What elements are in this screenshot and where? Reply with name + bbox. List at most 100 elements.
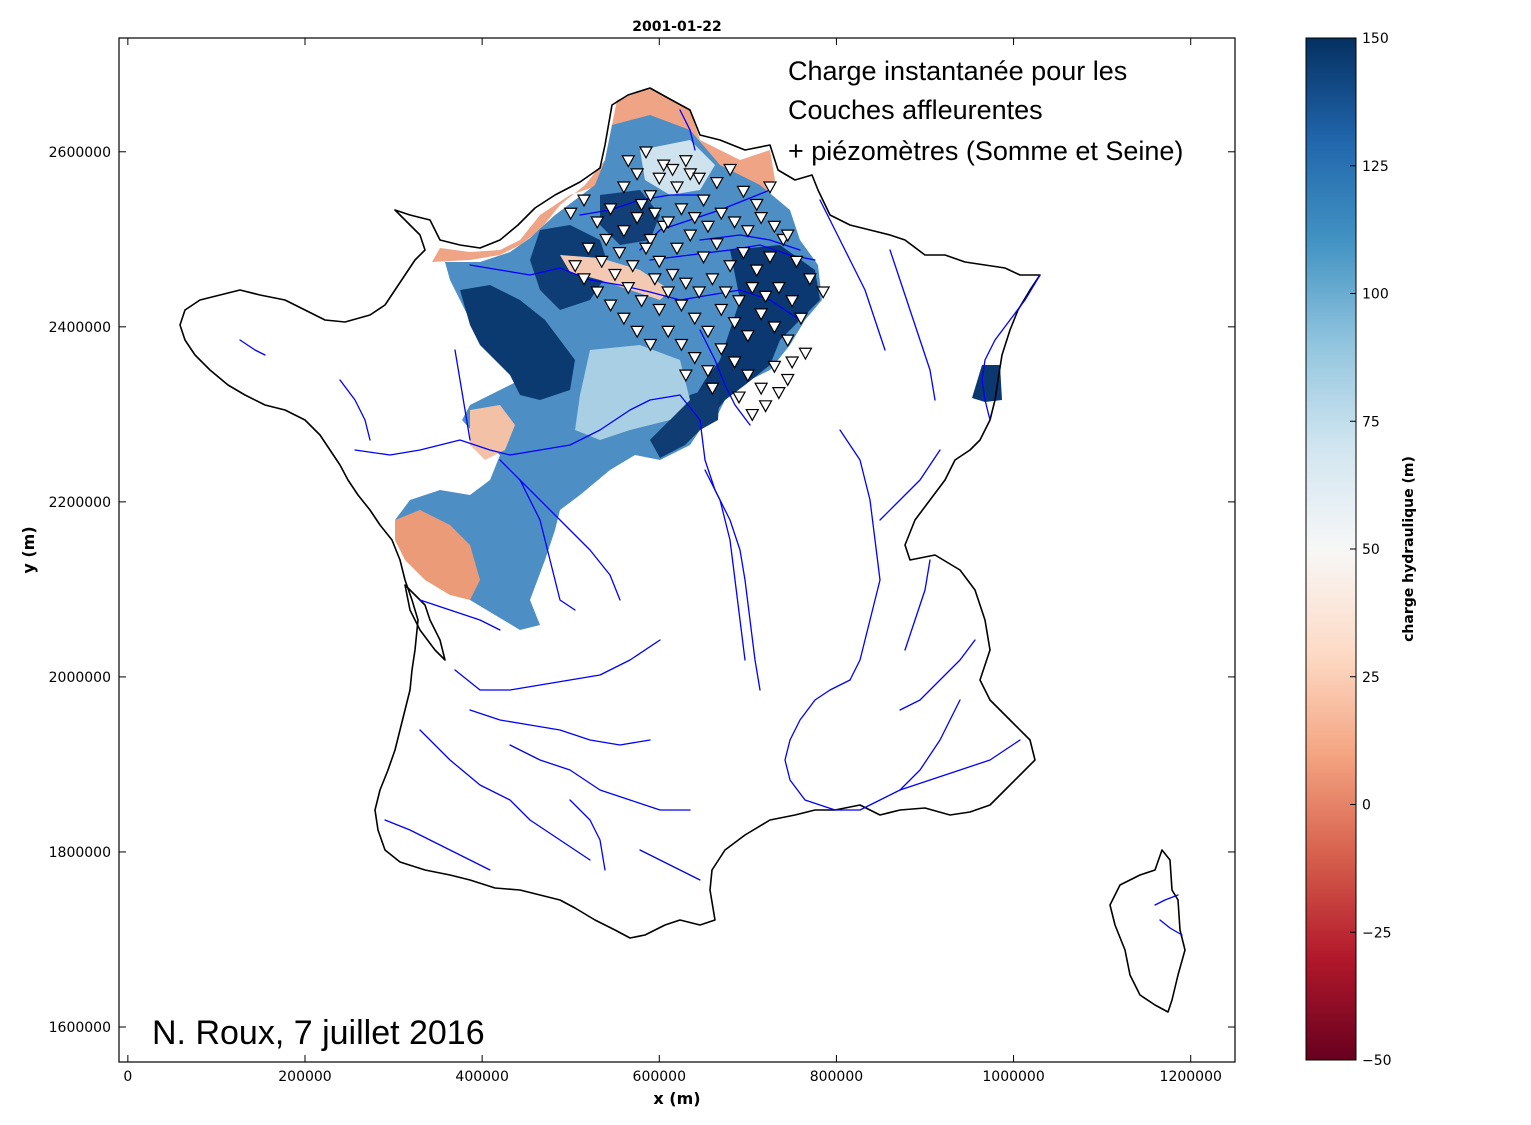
piezometer-marker: [736, 185, 751, 199]
river-garonne: [419, 729, 591, 861]
piezometer-marker: [758, 400, 773, 413]
piezometer-marker: [723, 163, 738, 177]
piezometer-marker: [740, 225, 755, 238]
piezometer-marker: [740, 369, 755, 383]
colorbar-label: charge hydraulique (m): [1401, 456, 1417, 642]
river-rhin: [981, 274, 1041, 421]
piezometer-marker: [802, 273, 817, 286]
river-vilaine: [339, 379, 371, 441]
piezometer-marker: [700, 365, 716, 378]
plot-title: 2001-01-22: [632, 19, 722, 35]
piezometer-marker: [621, 155, 636, 168]
river-corsica-1: [1154, 894, 1179, 906]
piezometer-marker: [754, 308, 769, 321]
river-doubs: [879, 449, 941, 521]
piezometer-marker: [709, 238, 724, 251]
river-adour: [384, 819, 491, 871]
piezometer-marker: [594, 255, 609, 269]
author-credit: N. Roux, 7 juillet 2016: [152, 1014, 485, 1052]
piezometer-marker: [576, 194, 592, 208]
piezometer-marker: [647, 207, 662, 221]
piezometer-marker: [771, 282, 786, 295]
piezometer-marker: [785, 356, 800, 370]
piezometer-marker: [687, 312, 702, 326]
piezometer-marker: [638, 146, 654, 160]
y-axis-ticks: 1600000 1800000 2000000 2200000 2400000 26000…: [49, 145, 1235, 1036]
colorbar-tick-label: 150: [1362, 31, 1389, 47]
x-tick-label: 400000: [455, 1069, 508, 1085]
piezometer-marker: [643, 338, 658, 352]
annotation-line-3: + piézomètres (Somme et Seine): [788, 136, 1183, 166]
piezometer-marker: [678, 277, 693, 291]
piezometer-marker: [616, 312, 631, 326]
y-tick-label: 1800000: [49, 845, 111, 861]
piezometer-marker: [749, 264, 764, 278]
piezometer-marker: [683, 229, 698, 243]
heatmap-alsace: [972, 365, 1002, 402]
heatmap-dark-west: [460, 285, 575, 400]
river-yonne: [699, 329, 751, 426]
piezometer-marker: [780, 334, 795, 348]
colorbar-tick-label: −50: [1362, 1053, 1392, 1069]
piezometer-marker: [647, 273, 662, 286]
piezometer-marker: [700, 220, 716, 234]
piezometer-marker: [678, 369, 693, 383]
piezometer-marker: [700, 325, 716, 339]
piezometer-marker: [625, 260, 640, 273]
river-allier: [704, 469, 746, 661]
piezometer-marker: [674, 299, 689, 313]
river-mayenne: [454, 349, 471, 441]
piezometer-marker: [581, 242, 596, 256]
piezometer-marker: [616, 225, 631, 238]
colorbar-gradient: [1305, 37, 1357, 1061]
river-escaut: [679, 109, 696, 151]
river-lot: [469, 709, 651, 746]
piezometer-marker: [767, 321, 782, 335]
x-tick-label: 200000: [278, 1069, 331, 1085]
x-tick-label: 600000: [633, 1069, 686, 1085]
colorbar-ticks: 150 125 100 75 50 25 0 −25 −50: [1350, 31, 1392, 1069]
colorbar-tick-label: 25: [1362, 670, 1380, 686]
y-tick-label: 2000000: [49, 670, 111, 686]
piezometer-marker: [674, 338, 689, 352]
y-tick-label: 1600000: [49, 1020, 111, 1036]
heatmap-light-centre: [575, 345, 690, 440]
colorbar: 150 125 100 75 50 25 0 −25 −50 charge hydrauliqu…: [1305, 31, 1417, 1069]
colorbar-tick-label: 125: [1362, 159, 1389, 175]
piezometer-marker: [692, 172, 707, 186]
piezometer-marker: [616, 181, 631, 195]
river-oise: [639, 189, 771, 251]
piezometer-marker: [745, 282, 760, 295]
river-dordogne: [454, 639, 661, 691]
colorbar-tick-label: 0: [1362, 798, 1371, 814]
river-blavet: [239, 339, 266, 356]
piezometer-marker: [590, 286, 605, 300]
colorbar-tick-label: −25: [1362, 925, 1392, 941]
piezometer-marker: [705, 273, 720, 286]
piezometer-layer: [563, 146, 831, 422]
x-tick-label: 800000: [810, 1069, 863, 1085]
piezometer-marker: [652, 255, 667, 269]
piezometer-marker: [785, 295, 800, 308]
piezometer-marker: [665, 268, 680, 282]
x-tick-label: 1000000: [982, 1069, 1044, 1085]
river-meuse: [819, 199, 886, 351]
piezometer-marker: [674, 203, 689, 216]
piezometer-marker: [590, 216, 605, 230]
piezometer-marker: [669, 181, 685, 195]
piezometer-marker: [603, 299, 618, 313]
colorbar-tick-label: 50: [1362, 542, 1380, 558]
piezometer-marker: [718, 286, 733, 300]
y-tick-label: 2600000: [49, 145, 111, 161]
piezometer-marker: [780, 373, 795, 387]
piezometer-marker: [696, 251, 711, 265]
piezometer-marker: [727, 216, 742, 230]
piezometer-marker: [798, 347, 813, 361]
piezometer-marker: [652, 303, 667, 317]
y-tick-label: 2400000: [49, 320, 111, 336]
piezometer-marker: [669, 242, 685, 256]
piezometer-marker: [816, 286, 831, 300]
piezometer-marker: [727, 317, 742, 330]
piezometer-marker: [740, 330, 755, 343]
